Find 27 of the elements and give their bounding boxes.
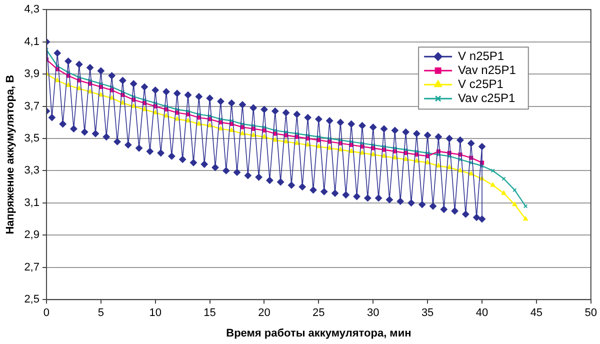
x-tick-label: 15 <box>204 307 216 320</box>
legend-label: Vav c25P1 <box>458 90 516 105</box>
y-tick-label: 2,7 <box>24 261 40 274</box>
x-tick-label: 0 <box>43 307 50 320</box>
x-tick-label: 40 <box>476 307 488 320</box>
y-tick-label: 3,1 <box>24 196 40 209</box>
x-tick-label: 35 <box>421 307 434 320</box>
legend-label: Vav n25P1 <box>458 62 516 77</box>
y-tick-label: 3,3 <box>24 164 40 177</box>
x-tick-label: 10 <box>149 307 162 320</box>
y-tick-label: 3,5 <box>24 132 40 145</box>
y-tick-label: 3,7 <box>24 100 40 112</box>
y-tick-label: 4,1 <box>24 36 40 48</box>
y-tick-label: 4,3 <box>24 4 40 16</box>
x-tick-label: 25 <box>312 307 325 320</box>
y-tick-label: 3,9 <box>24 68 40 80</box>
y-tick-label: 2,5 <box>24 294 40 306</box>
x-tick-label: 30 <box>367 307 380 320</box>
legend-label: V c25P1 <box>458 76 504 91</box>
legend-label: V n25P1 <box>458 48 504 63</box>
y-axis-title: Напряжение аккумулятора, В <box>4 74 17 234</box>
x-tick-label: 45 <box>530 307 543 320</box>
x-tick-label: 5 <box>98 307 104 320</box>
y-tick-label: 2,9 <box>24 229 40 242</box>
x-tick-label: 20 <box>258 307 270 320</box>
x-tick-label: 50 <box>584 307 598 320</box>
x-axis-title: Время работы аккумулятора, мин <box>226 327 412 340</box>
